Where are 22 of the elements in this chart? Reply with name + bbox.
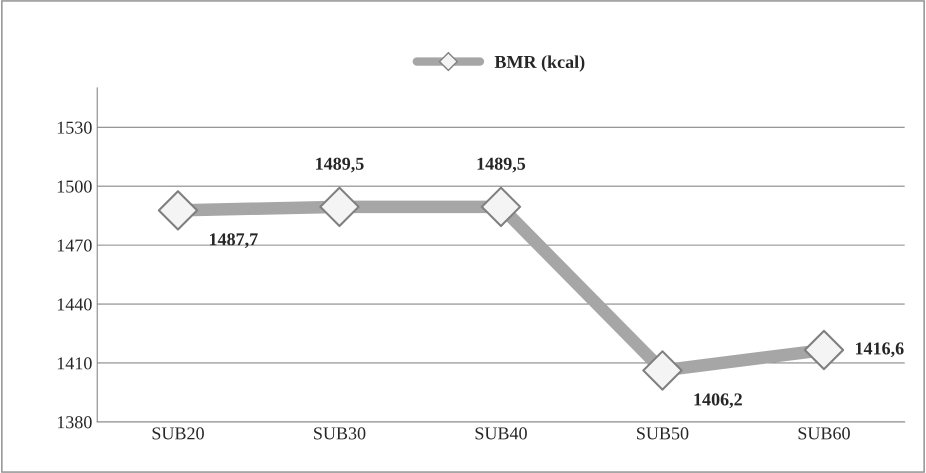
legend-label: BMR (kcal) <box>494 55 584 72</box>
y-tick-label: 1440 <box>58 298 92 310</box>
point <box>642 350 683 391</box>
y-tick-label: 1470 <box>58 239 92 252</box>
point <box>480 186 522 228</box>
x-tick-label: SUB40 <box>476 427 527 440</box>
data-label: 1406,2 <box>694 393 742 408</box>
x-tick-label: SUB60 <box>798 427 850 440</box>
data-label: 1416,6 <box>856 342 904 358</box>
data-label: 1489,5 <box>316 158 364 172</box>
y-tick-label: 1380 <box>58 416 92 428</box>
x-tick-label: SUB30 <box>314 427 366 440</box>
data-label: 1487,7 <box>210 233 258 248</box>
x-tick-label: SUB50 <box>637 427 688 440</box>
point <box>319 186 360 228</box>
data-label: 1489,5 <box>478 158 526 172</box>
point <box>158 190 198 231</box>
y-tick-label: 1410 <box>58 357 92 370</box>
y-tick-label: 1530 <box>58 122 92 134</box>
x-tick-label: SUB20 <box>152 427 204 440</box>
y-tick-label: 1500 <box>58 180 92 193</box>
point <box>804 330 844 370</box>
